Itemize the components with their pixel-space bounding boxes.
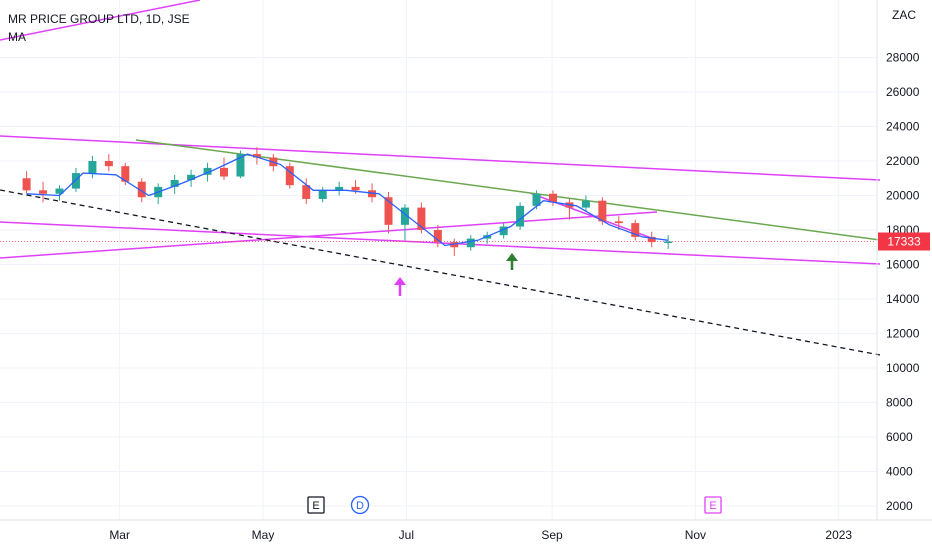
candle[interactable] (285, 162, 294, 189)
channel-upper-line[interactable] (0, 135, 881, 181)
candle[interactable] (55, 185, 64, 201)
price-tick-label: 10000 (886, 361, 920, 375)
candle[interactable] (187, 169, 196, 187)
candle[interactable] (631, 219, 640, 241)
time-tick-label: Jul (399, 528, 414, 542)
candle[interactable] (499, 223, 508, 239)
price-tick-label: 14000 (886, 292, 920, 306)
price-tick-label: 28000 (886, 51, 920, 65)
price-tick-label: 24000 (886, 120, 920, 134)
earnings-marker-future[interactable]: E (704, 496, 722, 514)
candle[interactable] (236, 150, 245, 179)
channel-line-top-left[interactable] (0, 0, 201, 41)
price-axis[interactable]: 2800026000240002200020000180001600014000… (886, 51, 920, 514)
time-tick-label: Mar (109, 528, 130, 542)
price-tick-label: 22000 (886, 154, 920, 168)
price-tick-label: 16000 (886, 258, 920, 272)
candles (22, 147, 673, 256)
candle[interactable] (170, 174, 179, 194)
ma-line[interactable] (26, 153, 669, 247)
indicator-label: MA (8, 30, 26, 44)
symbol-title: MR PRICE GROUP LTD, 1D, JSE (8, 12, 190, 26)
time-tick-label: May (252, 528, 275, 542)
candle[interactable] (516, 202, 525, 230)
candle[interactable] (22, 171, 31, 194)
time-tick-label: 2023 (825, 528, 852, 542)
time-tick-label: Sep (541, 528, 563, 542)
candle[interactable] (88, 155, 97, 179)
candle[interactable] (104, 154, 113, 172)
svg-text:D: D (356, 500, 364, 512)
candle[interactable] (318, 186, 327, 203)
candle[interactable] (417, 202, 426, 234)
currency-label: ZAC (892, 8, 916, 22)
price-tick-label: 4000 (886, 465, 913, 479)
price-tick-label: 2000 (886, 499, 913, 513)
price-tick-label: 6000 (886, 430, 913, 444)
candle[interactable] (581, 195, 590, 212)
rising-trend-line[interactable] (0, 211, 658, 259)
price-tick-label: 20000 (886, 189, 920, 203)
candle[interactable] (466, 235, 475, 251)
candle[interactable] (647, 231, 656, 248)
time-axis[interactable]: Mar May Jul Sep Nov 2023 (109, 528, 852, 542)
price-tick-label: 12000 (886, 327, 920, 341)
candle[interactable] (433, 224, 442, 248)
price-tick-label: 8000 (886, 396, 913, 410)
last-price-label: 17333 (887, 235, 921, 249)
candle[interactable] (252, 147, 261, 165)
green-arrow-icon (506, 253, 518, 270)
dividend-marker[interactable]: D (350, 495, 370, 515)
svg-text:E: E (312, 500, 319, 512)
candle[interactable] (220, 157, 228, 180)
channel-lower-line[interactable] (0, 221, 881, 265)
magenta-arrow-icon (394, 277, 406, 296)
candle[interactable] (549, 190, 557, 206)
earnings-marker-past[interactable]: E (307, 496, 325, 514)
time-tick-label: Nov (685, 528, 706, 542)
candle[interactable] (664, 235, 673, 249)
last-price-tag: 17333 (878, 232, 930, 251)
candle[interactable] (39, 181, 48, 203)
candle[interactable] (335, 181, 344, 196)
candle[interactable] (302, 178, 311, 205)
candle[interactable] (400, 204, 409, 241)
candle[interactable] (384, 192, 393, 234)
svg-text:E: E (709, 500, 716, 512)
price-tick-label: 26000 (886, 85, 920, 99)
